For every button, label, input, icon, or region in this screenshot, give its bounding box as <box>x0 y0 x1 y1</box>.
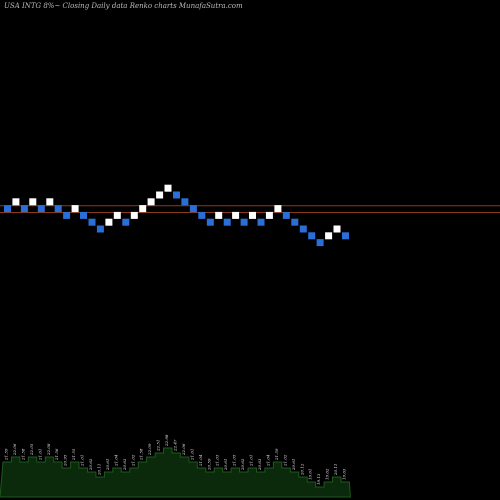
renko-brick-13 <box>113 211 121 219</box>
volume-label-32: 21.59 <box>274 448 279 461</box>
volume-label-16: 21.58 <box>139 448 144 461</box>
volume-label-28: 20.62 <box>240 458 245 471</box>
volume-label-36: 19.61 <box>308 469 313 480</box>
renko-brick-30 <box>257 218 265 226</box>
renko-brick-18 <box>156 191 164 199</box>
volume-label-35: 20.12 <box>299 463 304 476</box>
renko-brick-1 <box>12 198 20 206</box>
volume-label-25: 21.03 <box>215 454 220 467</box>
volume-label-27: 21.05 <box>232 454 237 467</box>
volume-label-33: 21.02 <box>282 454 287 467</box>
volume-label-34: 20.61 <box>291 459 296 471</box>
renko-brick-10 <box>88 218 96 226</box>
volume-label-15: 21.02 <box>130 454 135 467</box>
volume-label-19: 22.98 <box>164 434 169 447</box>
renko-brick-19 <box>164 184 172 192</box>
volume-label-21: 22.06 <box>181 443 186 456</box>
volume-label-39: 20.11 <box>333 464 338 476</box>
volume-label-17: 22.09 <box>147 443 152 456</box>
renko-brick-39 <box>333 225 341 233</box>
renko-brick-31 <box>265 211 273 219</box>
volume-label-26: 20.61 <box>223 459 228 471</box>
volume-label-0: 21.59 <box>4 448 9 461</box>
volume-label-5: 22.08 <box>46 443 51 456</box>
volume-label-14: 20.63 <box>122 458 127 471</box>
volume-label-10: 20.62 <box>88 458 93 471</box>
volume-label-4: 21.61 <box>37 449 42 461</box>
renko-brick-28 <box>240 218 248 226</box>
renko-brick-22 <box>189 205 197 213</box>
volume-label-3: 22.05 <box>29 443 34 456</box>
renko-brick-2 <box>20 205 28 213</box>
volume-label-2: 21.58 <box>20 448 25 461</box>
renko-brick-12 <box>105 218 113 226</box>
renko-brick-34 <box>291 218 299 226</box>
volume-label-29: 21.01 <box>249 455 254 467</box>
renko-brick-26 <box>223 218 231 226</box>
volume-label-18: 22.51 <box>156 440 161 452</box>
renko-brick-37 <box>316 239 324 247</box>
volume-label-22: 21.61 <box>189 449 194 461</box>
renko-brick-11 <box>96 225 104 233</box>
volume-label-6: 21.56 <box>54 448 59 461</box>
renko-brick-29 <box>249 211 256 219</box>
renko-brick-3 <box>29 198 37 206</box>
renko-brick-7 <box>63 211 71 219</box>
volume-label-37: 19.13 <box>316 473 321 485</box>
renko-brick-8 <box>71 205 79 213</box>
volume-labels: 21.59 22.06 21.58 22.05 21.61 22.08 21.5620.95… <box>4 434 347 485</box>
volume-label-11: 20.11 <box>96 464 101 476</box>
renko-brick-24 <box>206 218 214 226</box>
volume-label-38: 19.62 <box>325 468 330 480</box>
chart-title: USA INTG 8%~ Closing Daily data Renko ch… <box>4 2 243 10</box>
volume-label-31: 21.04 <box>265 454 270 467</box>
renko-brick-35 <box>299 225 307 233</box>
renko-brick-16 <box>139 205 147 213</box>
volume-label-12: 20.61 <box>105 459 110 471</box>
renko-brick-15 <box>130 211 138 219</box>
renko-brick-38 <box>325 232 333 240</box>
renko-brick-27 <box>232 211 240 219</box>
renko-bricks <box>4 184 349 247</box>
volume-area <box>0 447 351 498</box>
renko-brick-14 <box>122 218 130 226</box>
volume-label-8: 21.55 <box>71 448 76 461</box>
renko-brick-17 <box>147 198 155 206</box>
volume-label-13: 21.04 <box>113 454 118 467</box>
volume-area-fill <box>0 447 351 498</box>
volume-label-40: 19.63 <box>342 468 347 480</box>
renko-brick-21 <box>181 198 189 206</box>
volume-label-1: 22.06 <box>12 443 17 456</box>
volume-label-20: 22.47 <box>173 439 178 452</box>
renko-brick-0 <box>4 205 11 213</box>
renko-brick-32 <box>274 205 282 213</box>
renko-brick-33 <box>282 211 290 219</box>
volume-label-7: 20.95 <box>63 454 68 467</box>
renko-brick-4 <box>37 205 45 213</box>
renko-brick-25 <box>215 211 223 219</box>
volume-label-24: 20.59 <box>206 458 211 471</box>
renko-brick-5 <box>46 198 54 206</box>
renko-brick-23 <box>198 211 206 219</box>
renko-brick-36 <box>308 232 316 240</box>
renko-brick-6 <box>54 205 62 213</box>
volume-label-23: 21.04 <box>198 454 203 467</box>
renko-brick-40 <box>342 232 349 240</box>
renko-brick-20 <box>173 191 180 199</box>
volume-label-30: 20.63 <box>257 458 262 471</box>
volume-label-9: 21.01 <box>80 455 85 467</box>
renko-brick-9 <box>80 211 87 219</box>
